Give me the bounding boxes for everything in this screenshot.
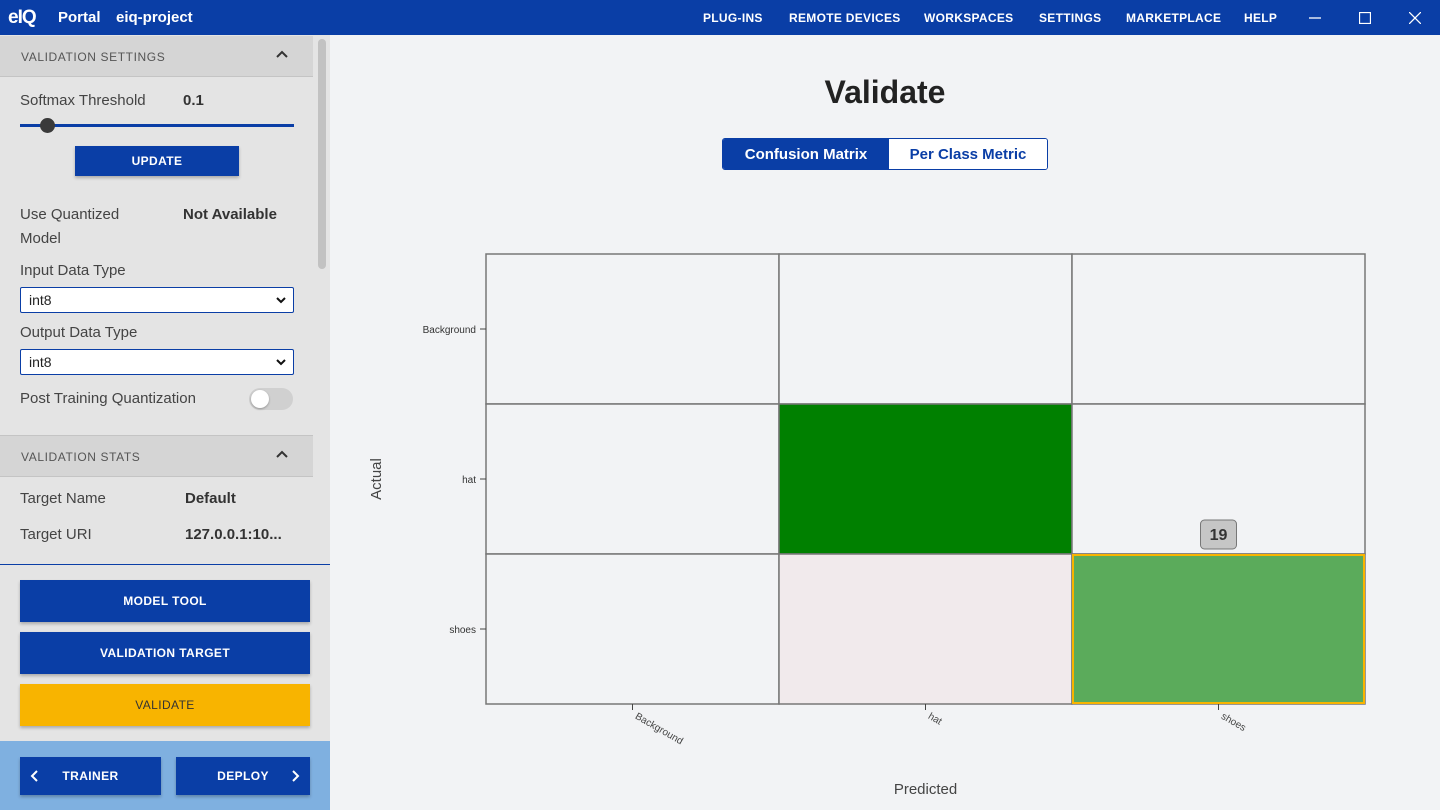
toggle-knob — [251, 390, 269, 408]
matrix-cell — [778, 253, 1073, 405]
y-tick-label: Background — [423, 325, 476, 336]
x-tick-label: hat — [926, 711, 944, 728]
project-name: eiq-project — [116, 9, 193, 26]
view-tabs: Confusion Matrix Per Class Metric — [722, 138, 1048, 170]
x-tick-label: shoes — [1219, 711, 1248, 734]
section-title: VALIDATION STATS — [21, 450, 141, 464]
softmax-value: 0.1 — [183, 92, 204, 109]
minimize-icon — [1309, 16, 1321, 19]
validate-button[interactable]: VALIDATE — [20, 684, 310, 726]
softmax-slider[interactable] — [20, 124, 294, 127]
softmax-label: Softmax Threshold — [20, 92, 146, 109]
matrix-cell — [778, 553, 1073, 705]
target-name-label: Target Name — [20, 490, 106, 507]
input-type-select[interactable]: int8 — [20, 287, 294, 313]
use-quantized-label: Use Quantized — [20, 206, 120, 223]
title-bar: eIQ Portal eiq-project PLUG-INS REMOTE D… — [0, 0, 1440, 35]
eiq-logo: eIQ — [8, 7, 37, 29]
chevron-left-icon — [30, 770, 38, 782]
cell-tooltip — [1200, 519, 1237, 550]
target-name-value: Default — [185, 490, 236, 507]
input-type-value: int8 — [29, 292, 52, 308]
section-title: VALIDATION SETTINGS — [21, 50, 166, 64]
menu-remote-devices[interactable]: REMOTE DEVICES — [789, 11, 901, 25]
close-button[interactable] — [1392, 0, 1438, 35]
maximize-button[interactable] — [1342, 0, 1388, 35]
update-button[interactable]: UPDATE — [75, 146, 239, 176]
use-quantized-value: Not Available — [183, 206, 277, 223]
trainer-label: TRAINER — [62, 769, 119, 783]
matrix-cell — [485, 553, 780, 705]
matrix-cell — [485, 403, 780, 555]
output-type-label: Output Data Type — [20, 324, 138, 341]
softmax-slider-thumb[interactable] — [40, 118, 56, 133]
sidebar-scrollbar[interactable] — [318, 39, 326, 269]
target-uri-label: Target URI — [20, 526, 92, 543]
validation-target-button[interactable]: VALIDATION TARGET — [20, 632, 310, 674]
chevron-up-icon — [276, 450, 288, 458]
matrix-cell — [1071, 553, 1366, 705]
matrix-cell — [778, 403, 1073, 555]
input-type-label: Input Data Type — [20, 262, 126, 279]
menu-settings[interactable]: SETTINGS — [1039, 11, 1102, 25]
cell-tooltip-value: 19 — [1210, 527, 1228, 544]
y-tick-label: shoes — [449, 625, 476, 636]
chevron-down-icon — [276, 359, 286, 366]
model-tool-button[interactable]: MODEL TOOL — [20, 580, 310, 622]
chevron-down-icon — [276, 297, 286, 304]
menu-workspaces[interactable]: WORKSPACES — [924, 11, 1014, 25]
output-type-select[interactable]: int8 — [20, 349, 294, 375]
target-uri-value: 127.0.0.1:10... — [185, 526, 282, 543]
confusion-matrix-chart: 19 Background hat shoes Background hat shoes Pr… — [368, 253, 1366, 798]
output-type-value: int8 — [29, 354, 52, 370]
menu-marketplace[interactable]: MARKETPLACE — [1126, 11, 1222, 25]
tab-per-class-metric[interactable]: Per Class Metric — [889, 139, 1047, 169]
close-icon — [1409, 11, 1421, 24]
y-axis-label: Actual — [368, 458, 385, 500]
ptq-label: Post Training Quantization — [20, 390, 196, 407]
matrix-cell — [485, 253, 780, 405]
use-quantized-label-line2: Model — [20, 230, 61, 247]
ptq-toggle[interactable] — [249, 388, 293, 410]
cell-highlight-border — [1072, 554, 1365, 704]
y-tick-label: hat — [462, 475, 476, 486]
validation-stats-header[interactable]: VALIDATION STATS — [0, 435, 313, 477]
deploy-button[interactable]: DEPLOY — [176, 757, 310, 795]
chevron-up-icon — [276, 50, 288, 58]
menu-plugins[interactable]: PLUG-INS — [703, 11, 763, 25]
trainer-button[interactable]: TRAINER — [20, 757, 161, 795]
app-name: Portal — [58, 9, 101, 26]
maximize-icon — [1359, 11, 1371, 24]
menu-help[interactable]: HELP — [1244, 11, 1278, 25]
x-tick-label: Background — [633, 711, 685, 747]
x-axis-label: Predicted — [894, 781, 957, 798]
deploy-label: DEPLOY — [217, 769, 269, 783]
logo-text: eIQ — [8, 7, 37, 28]
matrix-cell — [1071, 253, 1366, 405]
page-title: Validate — [824, 74, 946, 110]
validation-settings-header[interactable]: VALIDATION SETTINGS — [0, 36, 313, 77]
minimize-button[interactable] — [1292, 0, 1338, 35]
tab-confusion-matrix[interactable]: Confusion Matrix — [723, 139, 889, 169]
chevron-right-icon — [292, 770, 300, 782]
